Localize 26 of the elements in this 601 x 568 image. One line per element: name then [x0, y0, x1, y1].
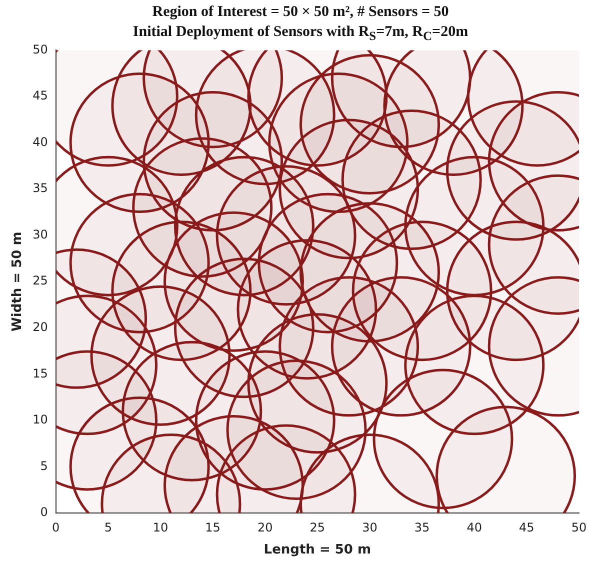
x-tick-label: 25 [310, 520, 326, 534]
x-tick-label: 5 [104, 520, 112, 534]
y-tick-label: 45 [32, 88, 48, 103]
y-tick-label: 0 [40, 505, 48, 520]
x-tick-label: 30 [362, 520, 378, 534]
y-tick-label: 25 [32, 274, 48, 288]
y-tick-label: 30 [32, 227, 48, 242]
y-tick-label: 15 [32, 366, 48, 380]
y-tick-label: 10 [32, 412, 48, 427]
x-tick-label: 20 [257, 520, 273, 534]
x-tick-label: 45 [519, 520, 534, 534]
x-tick-label: 10 [152, 520, 168, 534]
y-tick-label: 40 [32, 134, 48, 149]
y-axis-title: Width = 50 m [10, 232, 26, 332]
x-tick-label: 15 [205, 520, 220, 534]
y-tick-label: 20 [32, 320, 48, 334]
y-tick-label: 50 [32, 42, 48, 56]
x-axis-title: Length = 50 m [264, 542, 372, 558]
chart-subtitle: Initial Deployment of Sensors with R$_{S}$=7m, R$_{C}$=20m [132, 24, 468, 43]
y-tick-label: 5 [40, 458, 48, 473]
x-tick-label: 35 [414, 520, 430, 534]
x-tick-label: 40 [466, 520, 482, 534]
y-tick-label: 35 [32, 181, 48, 196]
x-tick-label: 0 [52, 520, 60, 534]
chart-title: Region of Interest = 50 × 50 m², # Sensors = 50 [151, 3, 450, 22]
x-tick-label: 50 [571, 520, 587, 534]
